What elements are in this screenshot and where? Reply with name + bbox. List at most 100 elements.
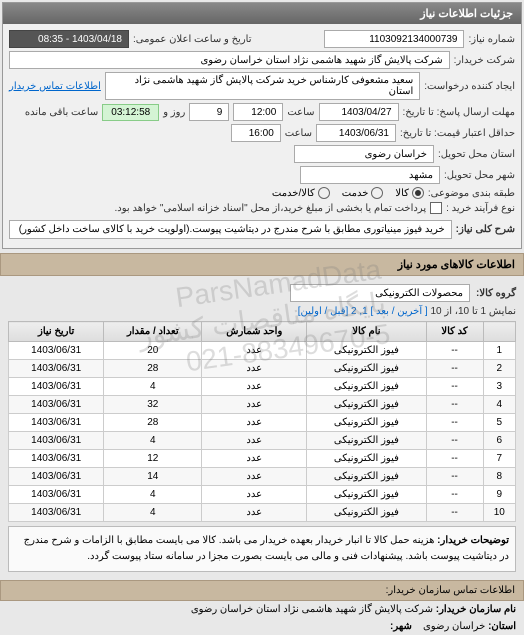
- delivery-city-label: شهر محل تحویل:: [444, 170, 515, 181]
- row-requester: ایجاد کننده درخواست: سعید مشعوفی کارشناس…: [9, 72, 515, 100]
- goods-table: کد کالانام کالاواحد شمارشتعداد / مقدارتا…: [8, 321, 516, 522]
- table-header-cell: تاریخ نیاز: [9, 322, 104, 342]
- footer-state-line: استان: خراسان رضوی شهر:: [0, 618, 524, 635]
- table-header-cell: تعداد / مقدار: [104, 322, 202, 342]
- table-header-cell: کد کالا: [426, 322, 483, 342]
- requester-field: سعید مشعوفی کارشناس خرید شرکت پالایش گاز…: [105, 72, 420, 100]
- goods-section-title: اطلاعات کالاهای مورد نیاز: [0, 253, 524, 276]
- radio-both-label: کالا/خدمت: [272, 188, 315, 199]
- table-cell: 1403/06/31: [9, 378, 104, 396]
- table-head: کد کالانام کالاواحد شمارشتعداد / مقدارتا…: [9, 322, 516, 342]
- table-cell: 4: [104, 504, 202, 522]
- group-field: محصولات الکترونیکی: [290, 284, 470, 302]
- row-need-number: شماره نیاز: 1103092134000739 تاریخ و ساع…: [9, 30, 515, 48]
- radio-service[interactable]: خدمت: [342, 187, 384, 199]
- table-cell: --: [426, 468, 483, 486]
- table-cell: 1403/06/31: [9, 468, 104, 486]
- footer-state-label: استان:: [488, 621, 516, 632]
- table-cell: 1403/06/31: [9, 432, 104, 450]
- row-deadline: مهلت ارسال پاسخ: تا تاریخ: 1403/04/27 سا…: [9, 103, 515, 121]
- table-row[interactable]: 3--فیوز الکترونیکیعدد41403/06/31: [9, 378, 516, 396]
- table-cell: عدد: [202, 342, 307, 360]
- table-row[interactable]: 7--فیوز الکترونیکیعدد121403/06/31: [9, 450, 516, 468]
- buyer-field: شرکت پالایش گاز شهید هاشمی نژاد استان خر…: [9, 51, 450, 69]
- table-cell: عدد: [202, 378, 307, 396]
- delivery-state-label: استان محل تحویل:: [438, 149, 515, 160]
- table-cell: عدد: [202, 486, 307, 504]
- table-cell: 4: [104, 378, 202, 396]
- need-title-field: خرید فیوز مینیاتوری مطابق با شرح مندرج د…: [9, 220, 452, 239]
- table-row[interactable]: 2--فیوز الکترونیکیعدد281403/06/31: [9, 360, 516, 378]
- contact-link[interactable]: اطلاعات تماس خریدار: [9, 81, 101, 92]
- pager-prev[interactable]: [ آخرین / بعد ]: [371, 306, 428, 317]
- row-validity: حداقل اعتبار قیمت: تا تاریخ: 1403/06/31 …: [9, 124, 515, 142]
- radio-goods[interactable]: کالا: [395, 187, 424, 199]
- table-cell: فیوز الکترونیکی: [307, 486, 426, 504]
- table-cell: عدد: [202, 504, 307, 522]
- footer-title: اطلاعات تماس سازمان خریدار:: [0, 580, 524, 601]
- table-cell: 1403/06/31: [9, 414, 104, 432]
- table-row[interactable]: 6--فیوز الکترونیکیعدد41403/06/31: [9, 432, 516, 450]
- pager: نمایش 1 تا 10، از 10 [ آخرین / بعد ] 1, …: [8, 306, 516, 317]
- table-cell: 8: [483, 468, 515, 486]
- need-title-label: شرح کلی نیاز:: [456, 224, 515, 235]
- table-cell: فیوز الکترونیکی: [307, 342, 426, 360]
- deadline-time-field: 12:00: [233, 103, 283, 121]
- table-cell: 32: [104, 396, 202, 414]
- table-cell: 7: [483, 450, 515, 468]
- pager-text: نمایش 1 تا 10، از 10: [430, 306, 516, 317]
- pager-next[interactable]: [قبل / اولین]: [298, 306, 349, 317]
- table-header-cell: نام کالا: [307, 322, 426, 342]
- radio-goods-label: کالا: [395, 188, 409, 199]
- table-cell: عدد: [202, 396, 307, 414]
- time-label-1: ساعت: [287, 107, 314, 118]
- table-row[interactable]: 8--فیوز الکترونیکیعدد141403/06/31: [9, 468, 516, 486]
- table-cell: 6: [483, 432, 515, 450]
- table-cell: 28: [104, 360, 202, 378]
- table-cell: 28: [104, 414, 202, 432]
- days-remaining-field: 9: [189, 103, 229, 121]
- announce-label: تاریخ و ساعت اعلان عمومی:: [133, 34, 252, 45]
- row-group: گروه کالا: محصولات الکترونیکی: [8, 284, 516, 302]
- table-cell: --: [426, 360, 483, 378]
- table-cell: فیوز الکترونیکی: [307, 396, 426, 414]
- table-cell: فیوز الکترونیکی: [307, 414, 426, 432]
- table-cell: --: [426, 342, 483, 360]
- details-panel: جزئیات اطلاعات نیاز شماره نیاز: 11030921…: [2, 2, 522, 249]
- footer-city-label: شهر:: [390, 621, 412, 632]
- treasury-checkbox[interactable]: [430, 202, 442, 214]
- announce-field: 1403/04/18 - 08:35: [9, 30, 129, 48]
- goods-body: گروه کالا: محصولات الکترونیکی نمایش 1 تا…: [0, 276, 524, 576]
- table-row[interactable]: 1--فیوز الکترونیکیعدد201403/06/31: [9, 342, 516, 360]
- table-cell: 14: [104, 468, 202, 486]
- table-cell: --: [426, 414, 483, 432]
- table-header-cell: [483, 322, 515, 342]
- row-buyer: شرکت خریدار: شرکت پالایش گاز شهید هاشمی …: [9, 51, 515, 69]
- main-container: ParsNamadData پایگاه مناقصات کشور 021-88…: [0, 2, 524, 635]
- footer-org-line: نام سازمان خریدار: شرکت پالایش گاز شهید …: [0, 601, 524, 618]
- pager-pages[interactable]: 1, 2: [351, 306, 368, 317]
- table-row[interactable]: 4--فیوز الکترونیکیعدد321403/06/31: [9, 396, 516, 414]
- table-cell: 1403/06/31: [9, 450, 104, 468]
- row-delivery-state: استان محل تحویل: خراسان رضوی: [9, 145, 515, 163]
- radio-goods-dot: [412, 187, 424, 199]
- radio-both[interactable]: کالا/خدمت: [272, 187, 330, 199]
- row-delivery-city: شهر محل تحویل: مشهد: [9, 166, 515, 184]
- validity-date-field: 1403/06/31: [316, 124, 396, 142]
- table-cell: 1403/06/31: [9, 504, 104, 522]
- panel-body: شماره نیاز: 1103092134000739 تاریخ و ساع…: [3, 24, 521, 248]
- table-cell: 9: [483, 486, 515, 504]
- table-cell: فیوز الکترونیکی: [307, 504, 426, 522]
- validity-label: حداقل اعتبار قیمت: تا تاریخ:: [400, 128, 515, 139]
- table-row[interactable]: 5--فیوز الکترونیکیعدد281403/06/31: [9, 414, 516, 432]
- table-cell: فیوز الکترونیکی: [307, 378, 426, 396]
- table-row[interactable]: 9--فیوز الکترونیکیعدد41403/06/31: [9, 486, 516, 504]
- table-cell: 4: [104, 486, 202, 504]
- table-cell: فیوز الکترونیکی: [307, 450, 426, 468]
- days-label: روز و: [163, 107, 185, 118]
- countdown-field: 03:12:58: [102, 104, 159, 121]
- table-row[interactable]: 10--فیوز الکترونیکیعدد41403/06/31: [9, 504, 516, 522]
- remaining-label: ساعت باقی مانده: [25, 107, 98, 118]
- notes-box: توضیحات خریدار: هزینه حمل کالا تا انبار …: [8, 526, 516, 572]
- table-cell: --: [426, 396, 483, 414]
